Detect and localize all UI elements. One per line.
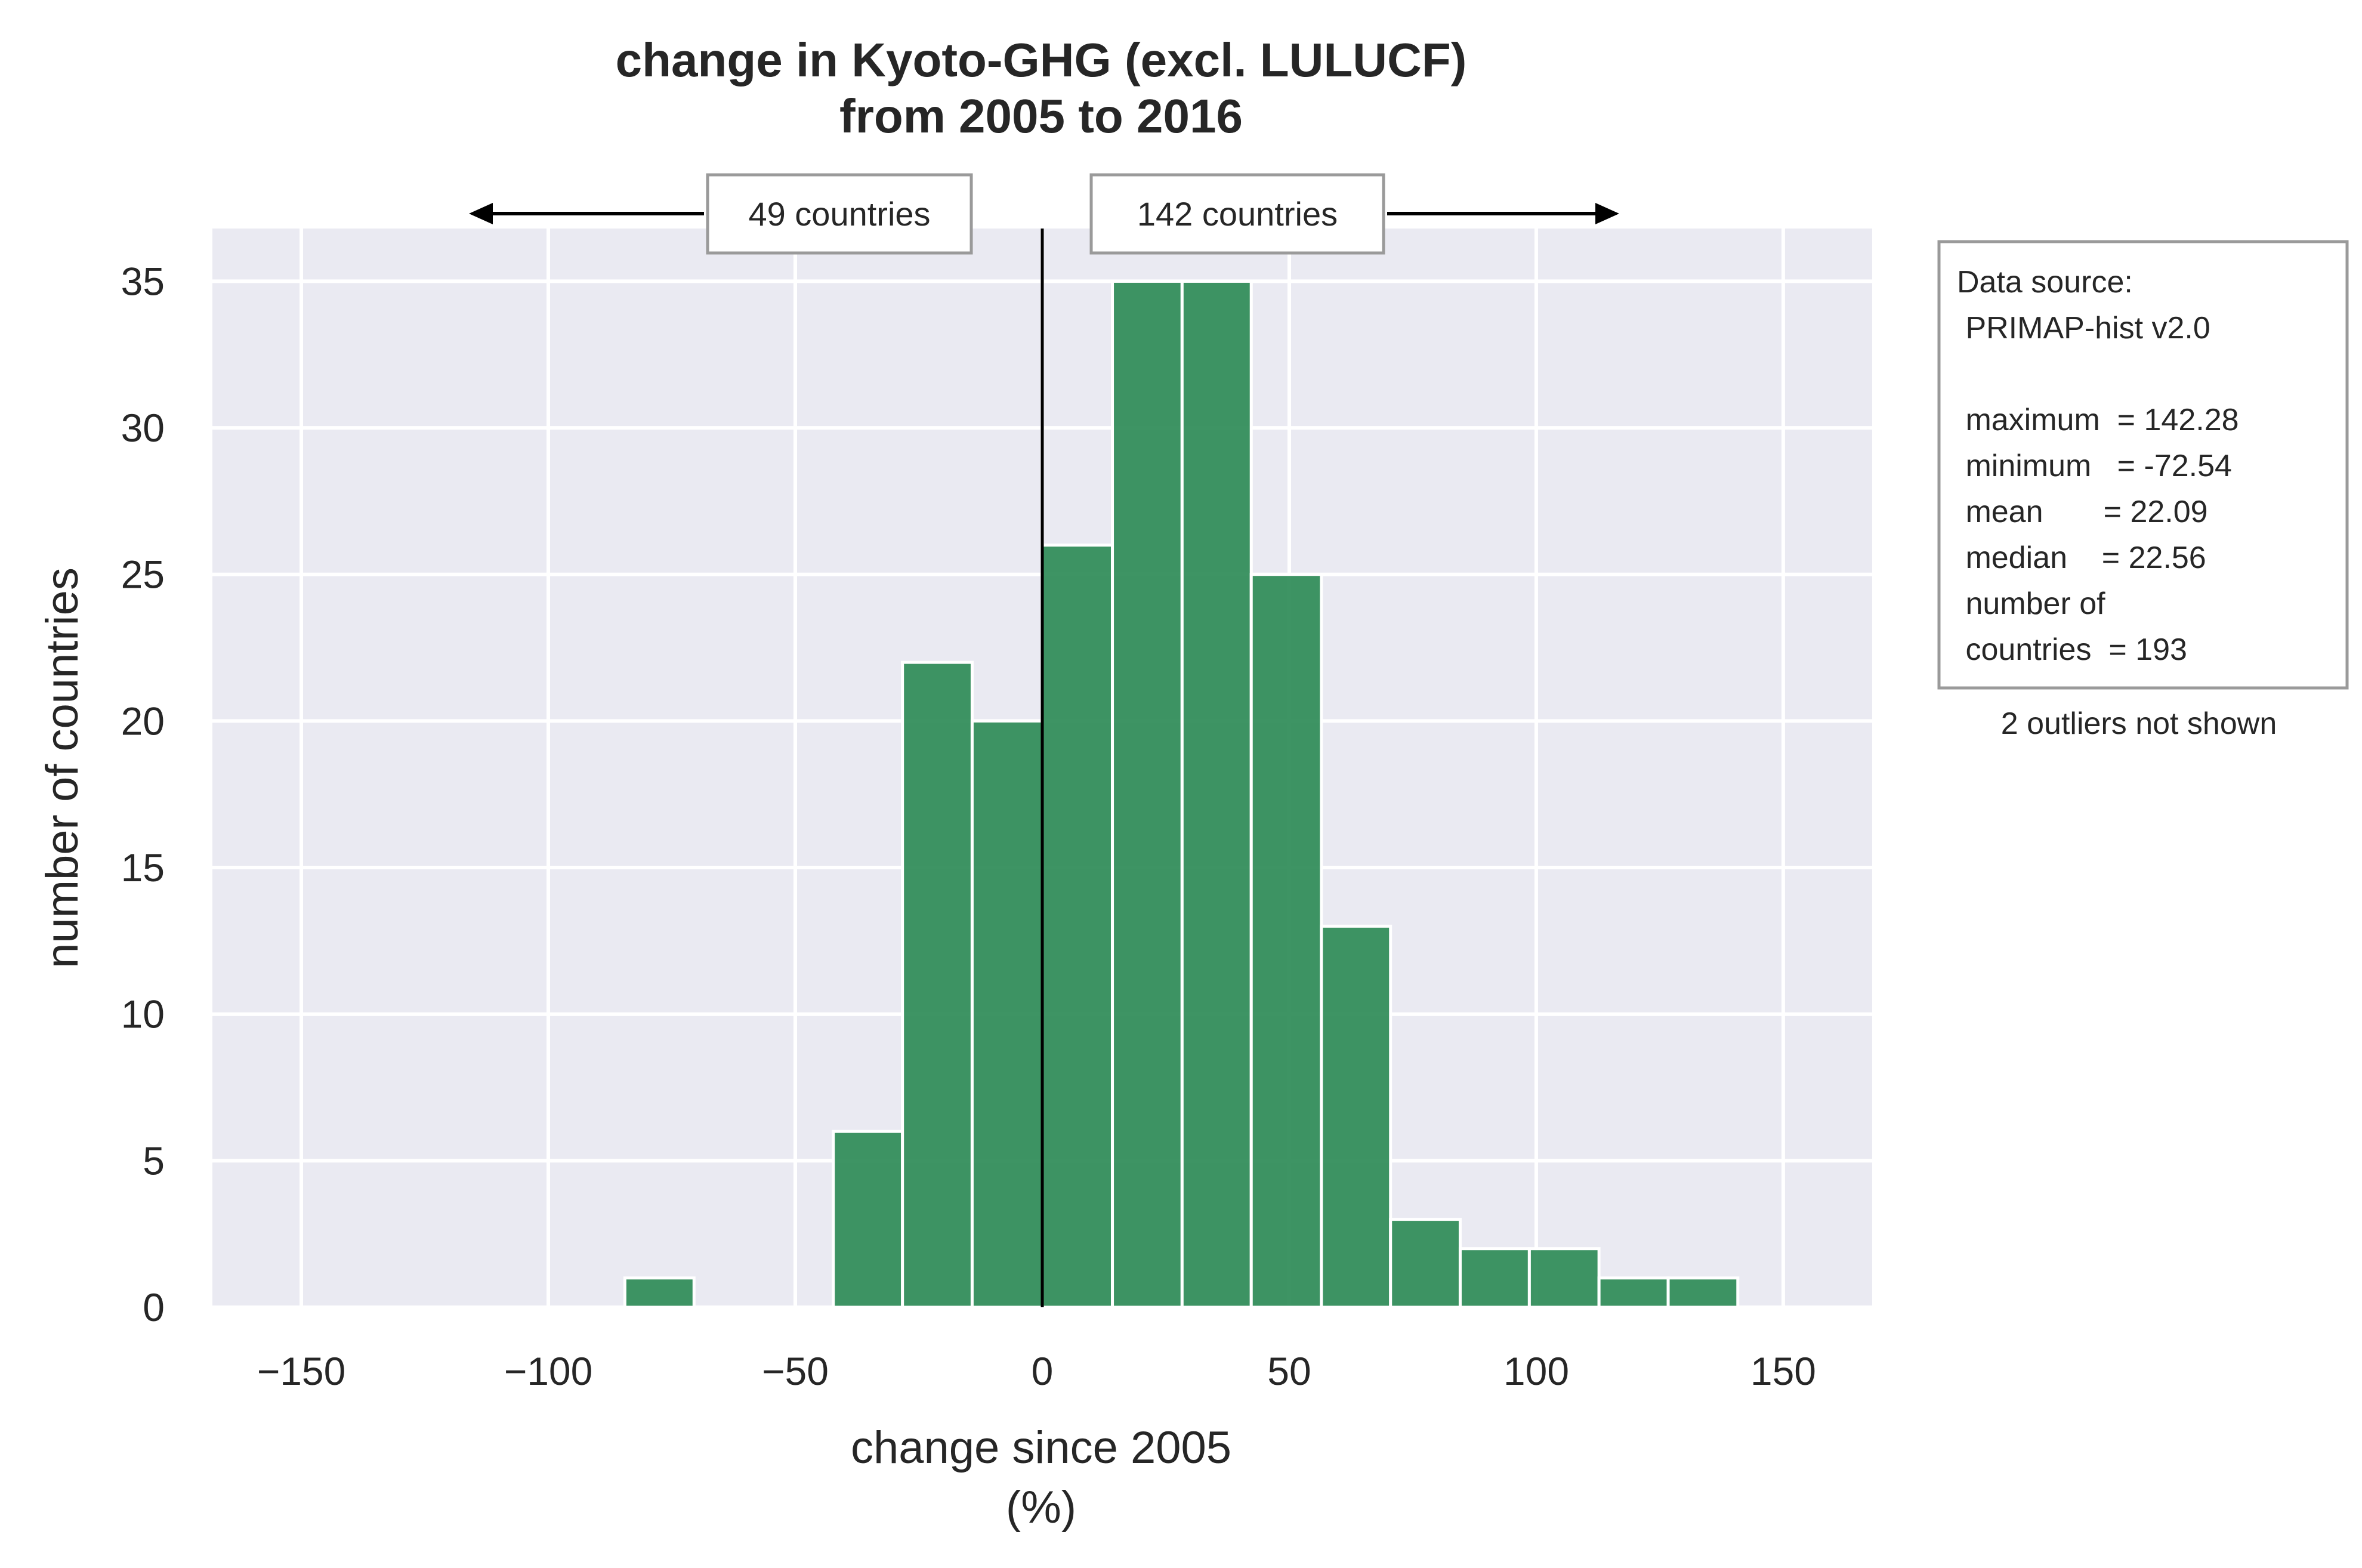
y-tick-label-0: 0 [143,1285,165,1329]
histogram-bar-2 [901,660,974,1309]
outliers-note: 2 outliers not shown [2001,706,2277,741]
y-tick-label-5: 25 [121,552,165,597]
x-tick-label-2: −50 [762,1349,829,1393]
x-tick-label-4: 50 [1267,1349,1311,1393]
histogram-bar-0 [623,1276,696,1309]
left-count-label: 49 countries [748,195,930,233]
histogram-bar-1 [832,1129,904,1309]
y-tick-label-3: 15 [121,845,165,890]
x-tick-label-5: 100 [1503,1349,1569,1393]
x-axis-label-line-1: change since 2005 [851,1422,1231,1473]
right-count-label: 142 countries [1137,195,1338,233]
histogram-bar-12 [1597,1276,1670,1309]
x-tick-label-6: 150 [1750,1349,1816,1393]
stats-box [1937,240,2349,690]
y-axis-label: number of countries [37,567,88,968]
stats-line-8: countries = 193 [1957,632,2187,667]
histogram-bar-11 [1527,1247,1601,1309]
histogram-bar-4 [1040,544,1114,1309]
y-tick-label-2: 10 [121,992,165,1036]
stats-line-1: PRIMAP-hist v2.0 [1957,311,2210,345]
y-tick-label-6: 30 [121,406,165,450]
y-tick-labels: 0 5 10 15 20 25 30 35 [121,259,165,1329]
stats-line-7: number of [1957,587,2105,621]
x-tick-label-3: 0 [1032,1349,1054,1393]
stats-line-3: maximum = 142.28 [1957,403,2239,437]
stats-line-6: median = 22.56 [1957,541,2206,575]
y-tick-label-4: 20 [121,699,165,743]
histogram-bar-10 [1458,1247,1531,1309]
x-tick-label-1: −100 [504,1349,593,1393]
y-tick-label-1: 5 [143,1138,165,1183]
left-count-box [706,173,973,255]
histogram-bar-9 [1389,1218,1462,1309]
histogram-bar-3 [970,719,1044,1309]
histogram-bars [623,279,1740,1309]
chart-title-line-2: from 2005 to 2016 [839,89,1243,143]
stats-line-0: Data source: [1957,265,2133,300]
stats-line-5: mean = 22.09 [1957,495,2208,529]
histogram-bar-13 [1666,1276,1740,1309]
histogram-bar-5 [1111,279,1184,1309]
stats-box-text: Data source: PRIMAP-hist v2.0 maximum = … [1957,265,2239,667]
y-tick-label-7: 35 [121,259,165,303]
histogram-bar-7 [1249,573,1323,1309]
right-count-box [1089,173,1385,255]
chart-title-line-1: change in Kyoto-GHG (excl. LULUCF) [616,33,1467,87]
histogram-bar-8 [1320,924,1393,1309]
left-arrow-head-icon [469,203,493,224]
right-arrow-head-icon [1595,203,1619,224]
x-axis-label-line-2: (%) [1006,1482,1076,1533]
histogram-bar-6 [1180,279,1253,1309]
stats-line-4: minimum = -72.54 [1957,449,2232,483]
x-tick-labels: −150 −100 −50 0 50 100 150 [257,1349,1816,1393]
x-tick-label-0: −150 [257,1349,346,1393]
